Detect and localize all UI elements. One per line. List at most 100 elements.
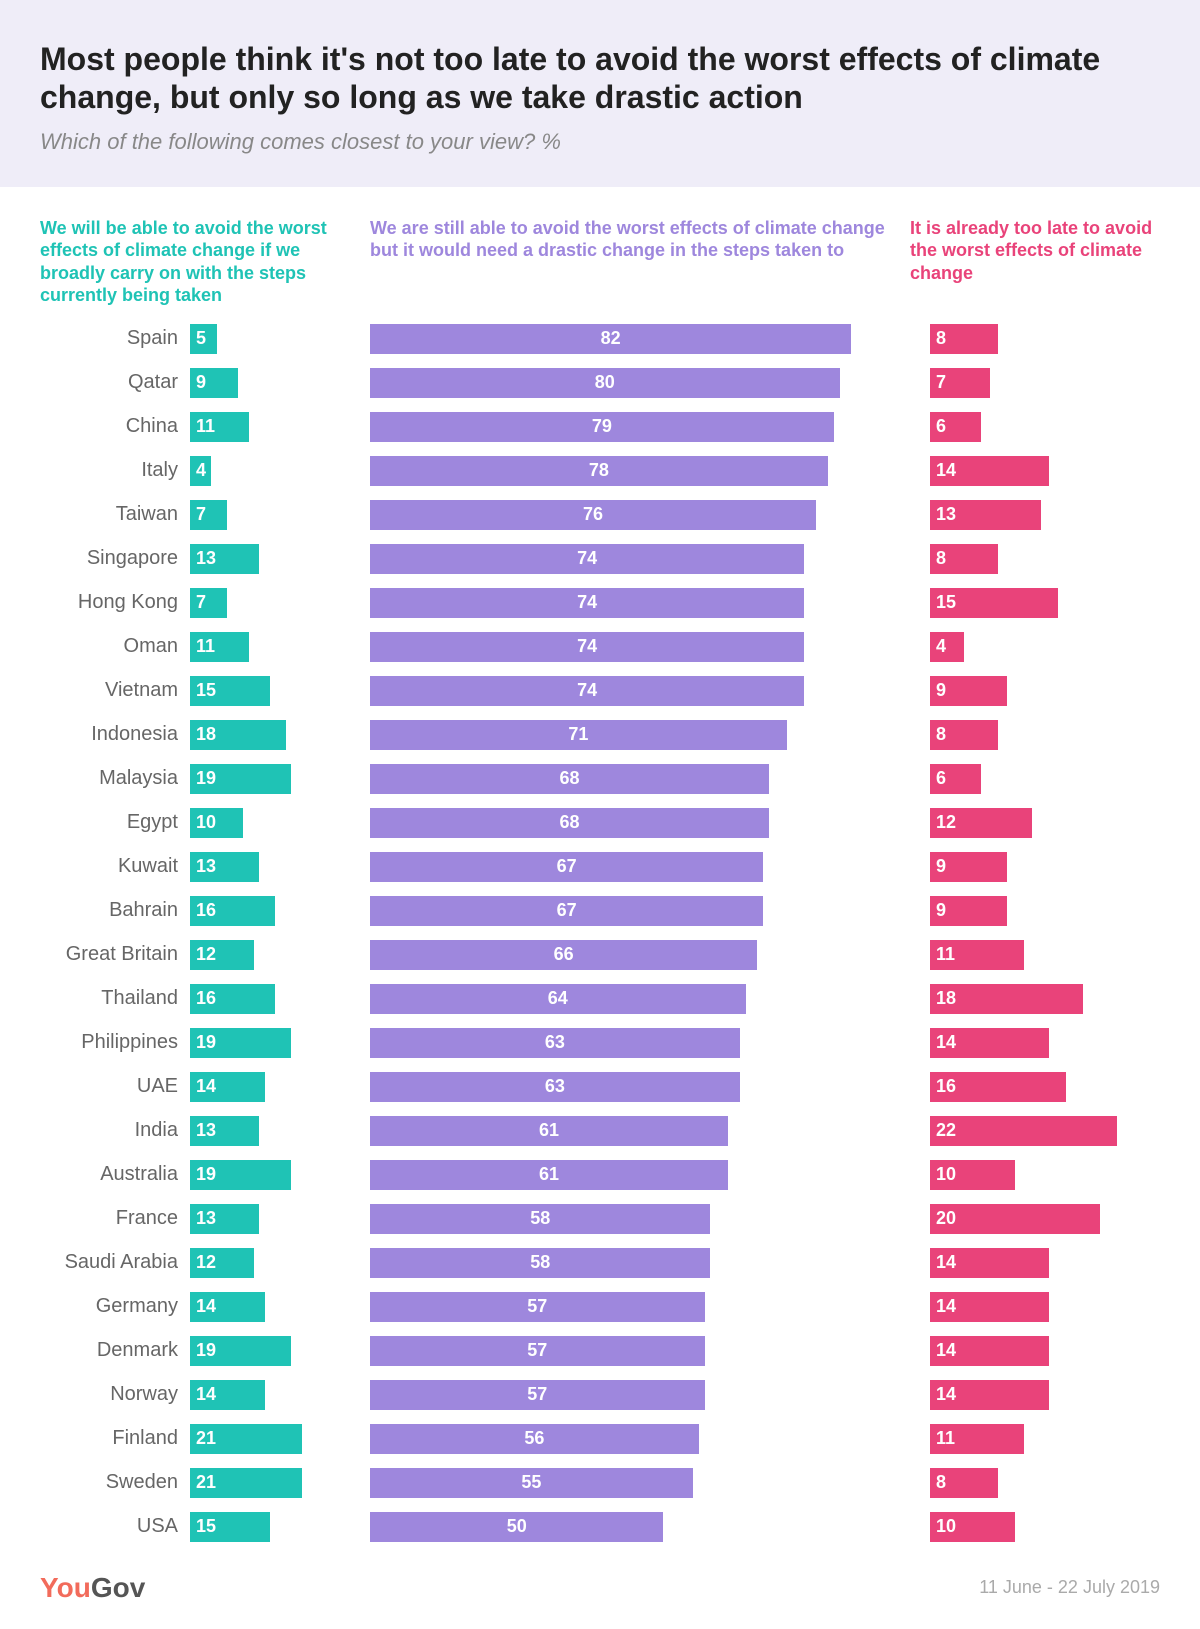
bar-series-1: 19 — [190, 1160, 291, 1190]
bar-container-s3: 16 — [910, 1072, 1160, 1102]
bar-series-2: 74 — [370, 544, 804, 574]
brand-you: You — [40, 1572, 91, 1603]
bar-container-s3: 10 — [910, 1512, 1160, 1542]
bar-container-s2: 57 — [350, 1380, 910, 1410]
footer: YouGov 11 June - 22 July 2019 — [40, 1572, 1160, 1604]
bar-series-2: 58 — [370, 1204, 710, 1234]
bar-series-3: 8 — [930, 1468, 998, 1498]
bar-series-3: 9 — [930, 896, 1007, 926]
bar-series-2: 74 — [370, 588, 804, 618]
bar-series-2: 50 — [370, 1512, 663, 1542]
bar-container-s3: 4 — [910, 632, 1160, 662]
bar-container-s2: 74 — [350, 676, 910, 706]
bar-series-3: 20 — [930, 1204, 1100, 1234]
bar-container-s2: 50 — [350, 1512, 910, 1542]
bar-container-s2: 64 — [350, 984, 910, 1014]
bar-series-2: 55 — [370, 1468, 693, 1498]
country-label: Singapore — [40, 547, 190, 570]
bar-series-1: 16 — [190, 984, 275, 1014]
country-label: Indonesia — [40, 723, 190, 746]
bar-container-s2: 67 — [350, 896, 910, 926]
country-label: France — [40, 1207, 190, 1230]
bar-series-2: 79 — [370, 412, 834, 442]
bar-container-s2: 57 — [350, 1292, 910, 1322]
chart-title: Most people think it's not too late to a… — [40, 40, 1160, 117]
country-label: Oman — [40, 635, 190, 658]
table-row: Singapore13748 — [40, 537, 1160, 581]
bar-series-3: 8 — [930, 720, 998, 750]
bar-container-s1: 16 — [190, 984, 350, 1014]
country-label: Thailand — [40, 987, 190, 1010]
table-row: Taiwan77613 — [40, 493, 1160, 537]
country-label: USA — [40, 1515, 190, 1538]
table-row: India136122 — [40, 1109, 1160, 1153]
bar-series-1: 16 — [190, 896, 275, 926]
bar-container-s2: 55 — [350, 1468, 910, 1498]
bar-series-1: 15 — [190, 1512, 270, 1542]
bar-container-s2: 63 — [350, 1028, 910, 1058]
bar-series-1: 21 — [190, 1424, 302, 1454]
bar-series-2: 61 — [370, 1116, 728, 1146]
bar-container-s3: 14 — [910, 1380, 1160, 1410]
bar-series-1: 5 — [190, 324, 217, 354]
bar-series-2: 61 — [370, 1160, 728, 1190]
bar-series-3: 11 — [930, 1424, 1024, 1454]
bar-container-s3: 10 — [910, 1160, 1160, 1190]
table-row: France135820 — [40, 1197, 1160, 1241]
bar-series-1: 21 — [190, 1468, 302, 1498]
bar-container-s2: 68 — [350, 764, 910, 794]
bar-series-3: 10 — [930, 1160, 1015, 1190]
bar-series-2: 58 — [370, 1248, 710, 1278]
bar-series-3: 14 — [930, 1292, 1049, 1322]
bar-series-1: 19 — [190, 764, 291, 794]
chart-subtitle: Which of the following comes closest to … — [40, 129, 1160, 155]
bar-series-1: 9 — [190, 368, 238, 398]
bar-container-s3: 7 — [910, 368, 1160, 398]
country-label: Spain — [40, 327, 190, 350]
bar-container-s1: 19 — [190, 1336, 350, 1366]
bar-container-s1: 7 — [190, 588, 350, 618]
table-row: Saudi Arabia125814 — [40, 1241, 1160, 1285]
bar-series-3: 13 — [930, 500, 1041, 530]
bar-container-s2: 74 — [350, 588, 910, 618]
bar-series-1: 12 — [190, 1248, 254, 1278]
bar-series-1: 13 — [190, 544, 259, 574]
bar-container-s3: 9 — [910, 896, 1160, 926]
bar-series-2: 67 — [370, 852, 763, 882]
bar-series-2: 80 — [370, 368, 840, 398]
bar-container-s3: 22 — [910, 1116, 1160, 1146]
bar-container-s1: 14 — [190, 1072, 350, 1102]
brand-gov: Gov — [91, 1572, 145, 1603]
bar-series-1: 7 — [190, 500, 227, 530]
table-row: Kuwait13679 — [40, 845, 1160, 889]
bar-container-s2: 74 — [350, 632, 910, 662]
bar-container-s1: 19 — [190, 1028, 350, 1058]
country-label: Denmark — [40, 1339, 190, 1362]
bar-container-s3: 6 — [910, 412, 1160, 442]
bar-series-2: 57 — [370, 1336, 705, 1366]
bar-series-2: 78 — [370, 456, 828, 486]
legend-series-1: We will be able to avoid the worst effec… — [40, 217, 350, 307]
bar-series-3: 6 — [930, 764, 981, 794]
bar-container-s2: 71 — [350, 720, 910, 750]
bar-series-2: 74 — [370, 632, 804, 662]
bar-container-s1: 15 — [190, 1512, 350, 1542]
bar-container-s1: 4 — [190, 456, 350, 486]
bar-series-3: 7 — [930, 368, 990, 398]
country-label: Sweden — [40, 1471, 190, 1494]
table-row: Australia196110 — [40, 1153, 1160, 1197]
bar-container-s1: 14 — [190, 1380, 350, 1410]
bar-series-1: 14 — [190, 1292, 265, 1322]
bar-container-s2: 58 — [350, 1248, 910, 1278]
bar-series-2: 64 — [370, 984, 746, 1014]
bar-container-s2: 63 — [350, 1072, 910, 1102]
bar-series-1: 7 — [190, 588, 227, 618]
bar-series-2: 57 — [370, 1380, 705, 1410]
bar-container-s2: 76 — [350, 500, 910, 530]
bar-container-s3: 8 — [910, 720, 1160, 750]
bar-container-s3: 18 — [910, 984, 1160, 1014]
bar-container-s3: 8 — [910, 324, 1160, 354]
bar-series-1: 19 — [190, 1028, 291, 1058]
bar-container-s1: 19 — [190, 764, 350, 794]
bar-series-3: 14 — [930, 1028, 1049, 1058]
